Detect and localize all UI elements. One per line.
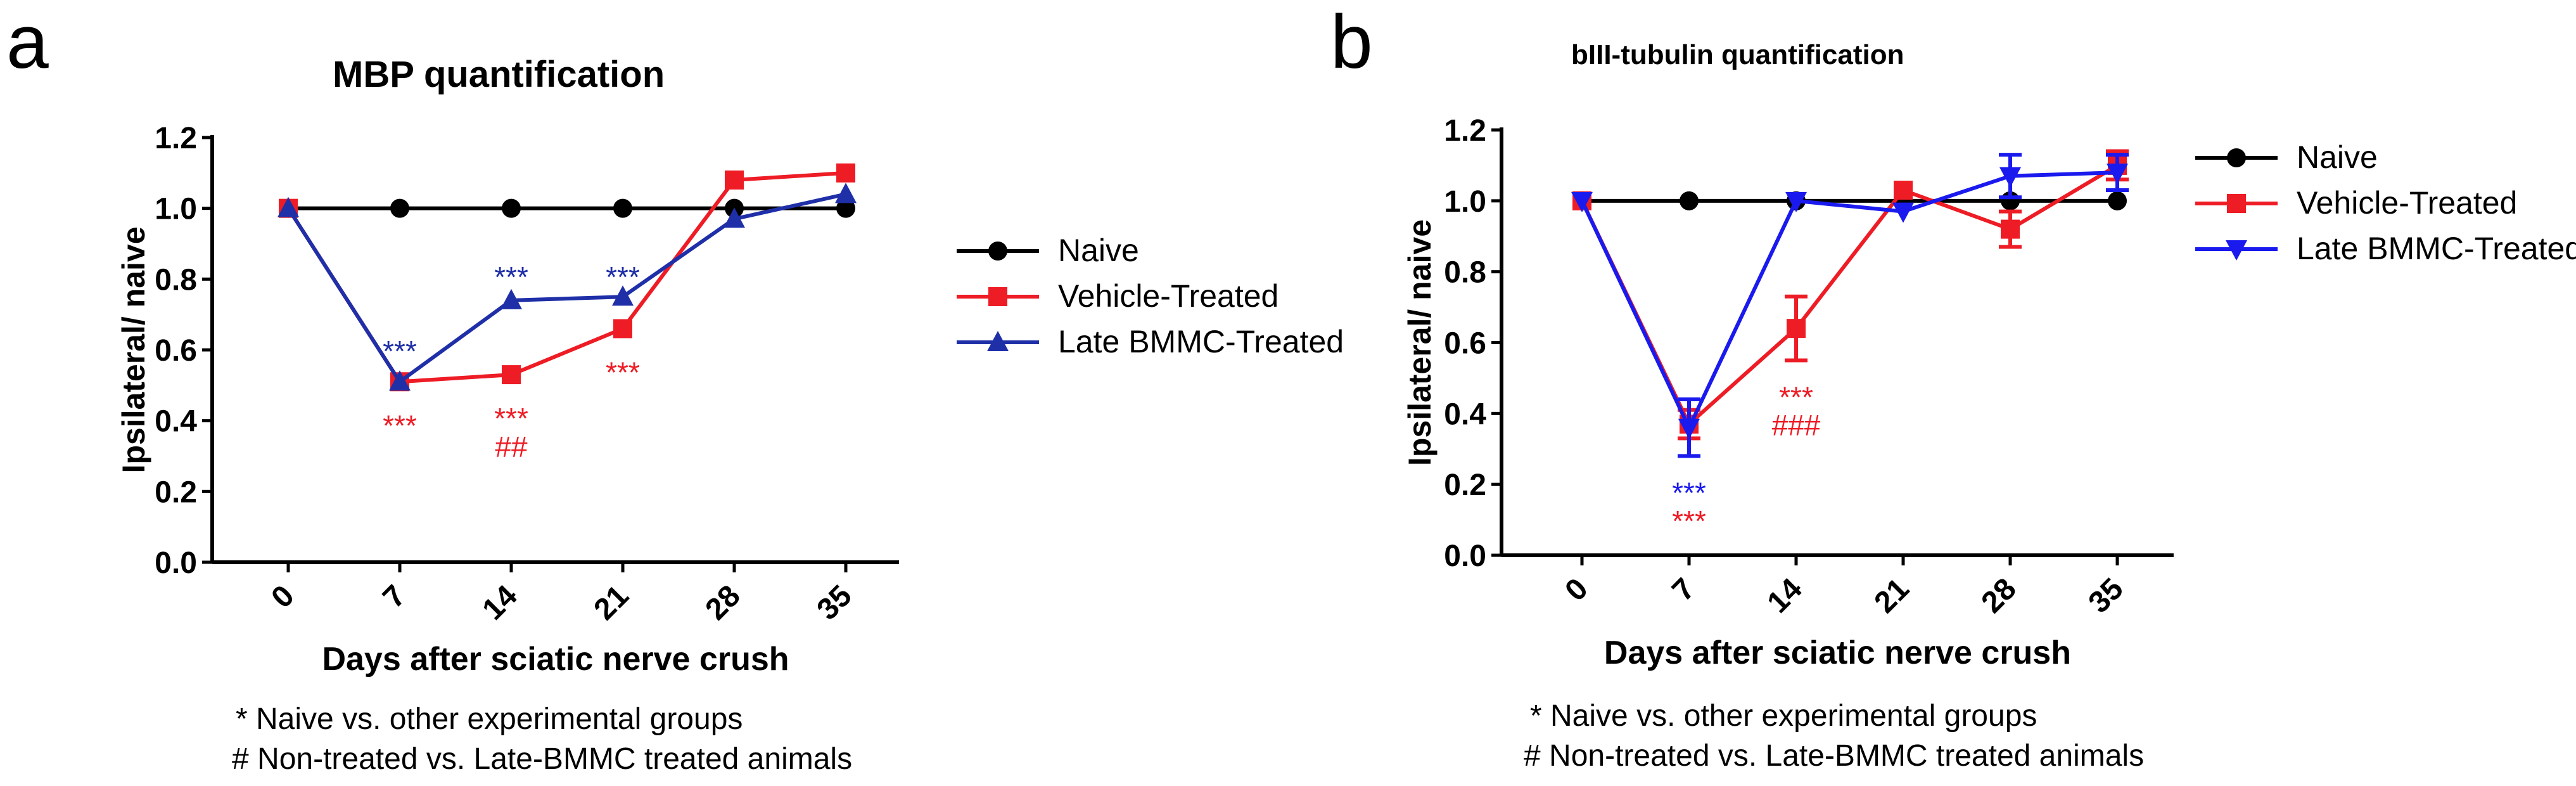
- y-tick-label: 0.0: [1444, 539, 1486, 573]
- y-tick-label: 0.6: [155, 334, 197, 368]
- x-tick-label: 14: [476, 579, 524, 626]
- panel-letter: a: [6, 0, 49, 84]
- y-tick-label: 0.4: [1444, 397, 1486, 431]
- significance-annotation: ***: [383, 335, 417, 368]
- legend-marker-bmmc: [957, 331, 1039, 351]
- y-tick-label: 0.0: [155, 546, 197, 580]
- significance-annotation: ***: [606, 356, 640, 389]
- y-axis-label: Ipsilateral/ naive: [116, 226, 151, 473]
- footnote-non-treated: # Non-treated vs. Late-BMMC treated anim…: [232, 742, 853, 776]
- data-point: [2108, 191, 2127, 210]
- data-point: [1680, 191, 1699, 210]
- footnote-naive: * Naive vs. other experimental groups: [1530, 699, 2037, 733]
- data-point: [725, 171, 744, 190]
- legend-marker-bmmc: [2195, 240, 2278, 261]
- chart-b-plot: 0.0 0.2 0.4 0.6 0.8 1.0 1.2 0 7 14 21 28 35 Ipsilater…: [1402, 114, 2174, 671]
- significance-annotation: ***: [1779, 380, 1813, 413]
- data-point: [1571, 191, 1593, 212]
- series-line-vehicle-treated: [1580, 164, 2119, 427]
- legend-label: Naive: [2297, 139, 2378, 175]
- chart-title: MBP quantification: [333, 54, 665, 95]
- x-tick-label: 35: [811, 579, 858, 626]
- x-tick-label: 14: [1761, 572, 1809, 619]
- significance-annotation: ***: [606, 261, 640, 293]
- x-tick-label: 0: [265, 579, 300, 614]
- x-axis-label: Days after sciatic nerve crush: [322, 641, 789, 678]
- y-tick-label: 0.8: [1444, 256, 1486, 290]
- data-point: [612, 285, 634, 306]
- series-line-late-bmmc-treated: [286, 192, 846, 384]
- legend-label: Late BMMC-Treated: [1058, 324, 1344, 359]
- data-point: [502, 198, 521, 218]
- significance-annotation: ***: [494, 402, 528, 435]
- data-point: [1999, 167, 2021, 188]
- panel-a: a MBP quantification 0.0 0.2 0.4 0.6 0.8 1.0 1…: [6, 0, 1344, 776]
- y-tick-label: 1.2: [155, 122, 197, 155]
- series-line-late-bmmc-treated: [1580, 171, 2118, 430]
- data-point: [1785, 191, 1807, 212]
- x-tick-label: 21: [588, 579, 635, 626]
- data-point: [835, 183, 857, 203]
- y-tick-label: 0.8: [155, 263, 197, 297]
- data-point: [1787, 319, 1806, 338]
- data-point: [1892, 202, 1914, 223]
- y-tick-label: 0.6: [1444, 327, 1486, 361]
- data-point: [613, 319, 632, 338]
- panel-letter: b: [1330, 0, 1373, 84]
- significance-annotation: ***: [383, 409, 417, 442]
- data-point: [1894, 181, 1913, 200]
- x-tick-label: 7: [1666, 572, 1701, 607]
- y-tick-label: 1.2: [1444, 114, 1486, 148]
- footnote-naive: * Naive vs. other experimental groups: [236, 702, 743, 736]
- y-tick-label: 1.0: [155, 193, 197, 226]
- data-point: [390, 198, 409, 218]
- significance-annotation: ###: [1772, 409, 1821, 442]
- x-tick-label: 28: [1975, 572, 2023, 619]
- y-tick-label: 0.2: [1444, 468, 1486, 502]
- significance-annotation: ##: [495, 430, 528, 463]
- data-point: [502, 365, 521, 385]
- legend-label: Naive: [1058, 233, 1139, 268]
- y-tick-label: 0.4: [155, 405, 197, 439]
- data-point: [501, 288, 522, 309]
- data-point: [389, 370, 411, 391]
- footnote-non-treated: # Non-treated vs. Late-BMMC treated anim…: [1524, 739, 2145, 773]
- x-tick-label: 28: [699, 579, 747, 626]
- data-point: [836, 198, 855, 218]
- data-point: [613, 198, 632, 218]
- legend-label: Late BMMC-Treated: [2297, 231, 2576, 266]
- data-point: [724, 207, 745, 228]
- data-point: [2107, 164, 2128, 184]
- legend-label: Vehicle-Treated: [2297, 185, 2518, 221]
- significance-annotation: ***: [1672, 505, 1706, 538]
- series-line-vehicle-treated: [286, 171, 846, 384]
- data-point: [2001, 219, 2020, 239]
- legend-label: Vehicle-Treated: [1058, 278, 1279, 314]
- y-axis-label: Ipsilateral/ naive: [1402, 219, 1438, 466]
- y-tick-label: 0.2: [155, 475, 197, 509]
- legend-marker-vehicle: [2195, 194, 2278, 213]
- legend-marker-vehicle: [957, 287, 1039, 306]
- x-tick-label: 7: [376, 579, 412, 614]
- x-axis-label: Days after sciatic nerve crush: [1604, 635, 2071, 671]
- x-tick-label: 21: [1868, 572, 1916, 619]
- significance-annotation: ***: [1672, 476, 1706, 509]
- data-point: [277, 196, 299, 217]
- data-point: [836, 163, 855, 183]
- legend-marker-naive: [2195, 148, 2278, 167]
- chart-a-plot: 0.0 0.2 0.4 0.6 0.8 1.0 1.2 0 7 14 21 28 35 Ipsilater…: [116, 122, 899, 678]
- y-tick-label: 1.0: [1444, 185, 1486, 219]
- significance-annotation: ***: [494, 261, 528, 293]
- panel-b: b bIII-tubulin quantification 0.0 0.2 0.4 0…: [1292, 0, 2576, 786]
- chart-title: bIII-tubulin quantification: [1571, 39, 1904, 70]
- x-tick-label: 35: [2082, 572, 2130, 619]
- legend-marker-naive: [957, 242, 1039, 261]
- x-tick-label: 0: [1559, 572, 1594, 607]
- data-point: [1678, 418, 1700, 439]
